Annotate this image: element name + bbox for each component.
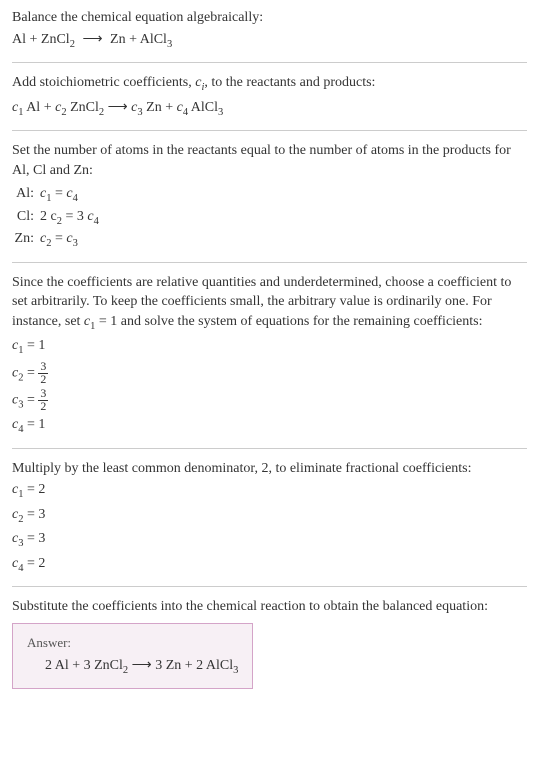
section4-title: Since the coefficients are relative quan… (12, 273, 527, 335)
al-eq: c1 = c4 (40, 184, 78, 206)
divider (12, 62, 527, 63)
arrow2: ⟶ (104, 100, 131, 115)
l1b: = 1 (23, 338, 45, 353)
section-substitute: Substitute the coefficients into the che… (12, 597, 527, 689)
section-multiply: Multiply by the least common denominator… (12, 459, 527, 577)
r3: Zn + (143, 100, 177, 115)
answer-box: Answer: 2 Al + 3 ZnCl2 ⟶ 3 Zn + 2 AlCl3 (12, 623, 253, 690)
balance-table: Al: c1 = c4 Cl: 2 c2 = 3 c4 Zn: c2 = c3 (12, 184, 527, 251)
r4: AlCl (188, 100, 218, 115)
divider (12, 262, 527, 263)
section5-title: Multiply by the least common denominator… (12, 459, 527, 479)
s4-l3: c3 = 32 (12, 388, 527, 413)
section6-title: Substitute the coefficients into the che… (12, 597, 527, 617)
s4-l2: c2 = 32 (12, 361, 527, 386)
eq-lhs1: Al (12, 32, 26, 47)
section2-title-b: , to the reactants and products: (204, 75, 375, 90)
section2-equation: c1 Al + c2 ZnCl2 ⟶ c3 Zn + c4 AlCl3 (12, 98, 527, 120)
section3-title: Set the number of atoms in the reactants… (12, 141, 527, 180)
section-set-atoms: Set the number of atoms in the reactants… (12, 141, 527, 252)
al-mid: = (51, 186, 66, 201)
eq-arrow: ⟶ (82, 30, 102, 50)
cl-label: Cl: (12, 207, 40, 227)
balance-row-zn: Zn: c2 = c3 (12, 229, 527, 251)
section-add-coeffs: Add stoichiometric coefficients, ci, to … (12, 73, 527, 120)
l3den: 2 (38, 401, 48, 413)
eq-lhs2: ZnCl (41, 32, 70, 47)
ans-p2: 3 Zn + 2 AlCl (155, 658, 233, 673)
r4s: 3 (218, 106, 223, 117)
eq-plus1: + (26, 32, 41, 47)
ans-arrow: ⟶ (128, 658, 155, 673)
section2-title: Add stoichiometric coefficients, ci, to … (12, 73, 527, 95)
r2: ZnCl (67, 100, 99, 115)
eq-plus2: + (126, 32, 140, 47)
eq-lhs2-sub: 2 (70, 38, 75, 49)
cl-mid: = 3 (62, 209, 87, 224)
l3b: = (23, 393, 38, 408)
divider (12, 586, 527, 587)
section1-title: Balance the chemical equation algebraica… (12, 8, 527, 28)
ans-p1: 2 Al + 3 ZnCl (45, 658, 123, 673)
section-solve: Since the coefficients are relative quan… (12, 273, 527, 438)
l3-frac: 32 (38, 388, 48, 413)
s5-l4: c4 = 2 (12, 554, 527, 576)
al-bs: 4 (73, 193, 78, 204)
divider (12, 130, 527, 131)
cl-eq: 2 c2 = 3 c4 (40, 207, 99, 229)
s5-l3: c3 = 3 (12, 529, 527, 551)
s5l3b: = 3 (23, 531, 45, 546)
r1: Al + (23, 100, 55, 115)
eq-rhs1: Zn (110, 32, 126, 47)
zn-label: Zn: (12, 229, 40, 249)
cl-a: 2 c (40, 209, 57, 224)
s4-l4: c4 = 1 (12, 415, 527, 437)
s5l2b: = 3 (23, 507, 45, 522)
answer-label: Answer: (27, 634, 238, 652)
s4-l1: c1 = 1 (12, 336, 527, 358)
l2-frac: 32 (38, 361, 48, 386)
answer-equation: 2 Al + 3 ZnCl2 ⟶ 3 Zn + 2 AlCl3 (27, 656, 238, 678)
s5l1b: = 2 (23, 482, 45, 497)
zn-bs: 3 (73, 238, 78, 249)
cl-bs: 4 (94, 216, 99, 227)
balance-row-al: Al: c1 = c4 (12, 184, 527, 206)
zn-mid: = (51, 231, 66, 246)
al-label: Al: (12, 184, 40, 204)
ans-s2: 3 (233, 665, 238, 676)
s4-tb: = 1 and solve the system of equations fo… (95, 314, 482, 329)
zn-eq: c2 = c3 (40, 229, 78, 251)
l2den: 2 (38, 374, 48, 386)
balance-row-cl: Cl: 2 c2 = 3 c4 (12, 207, 527, 229)
l2b: = (23, 365, 38, 380)
s5-l2: c2 = 3 (12, 505, 527, 527)
s5l4b: = 2 (23, 556, 45, 571)
l4b: = 1 (23, 417, 45, 432)
section-balance-intro: Balance the chemical equation algebraica… (12, 8, 527, 52)
s5-l1: c1 = 2 (12, 480, 527, 502)
eq-rhs2: AlCl (140, 32, 167, 47)
eq-rhs2-sub: 3 (167, 38, 172, 49)
divider (12, 448, 527, 449)
section1-equation: Al + ZnCl2 ⟶ Zn + AlCl3 (12, 30, 527, 52)
section2-title-a: Add stoichiometric coefficients, (12, 75, 195, 90)
